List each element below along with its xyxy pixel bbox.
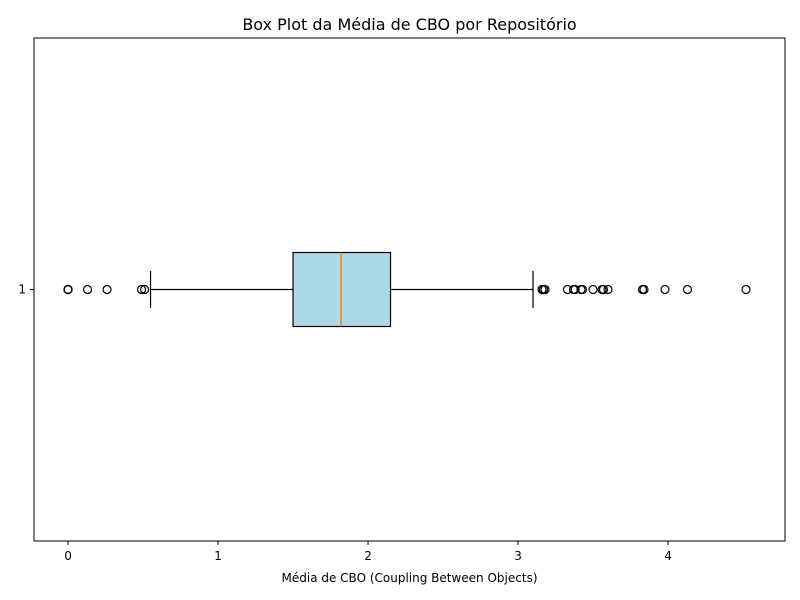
box-plot-group bbox=[63, 251, 751, 328]
outlier-point bbox=[682, 284, 693, 295]
x-axis-label: Média de CBO (Coupling Between Objects) bbox=[282, 571, 538, 585]
outlier-point bbox=[598, 284, 609, 295]
outlier-point bbox=[102, 284, 112, 295]
x-tick-label: 4 bbox=[664, 549, 672, 563]
outlier-point bbox=[139, 284, 150, 295]
x-tick-label: 3 bbox=[514, 549, 522, 563]
outlier-point bbox=[639, 284, 649, 295]
outlier-point bbox=[603, 284, 613, 295]
y-tick-label: 1 bbox=[18, 283, 26, 297]
outlier-point bbox=[577, 284, 588, 295]
y-axis-ticks: 1 bbox=[18, 283, 34, 297]
outlier-point bbox=[82, 284, 93, 295]
outlier-point bbox=[741, 284, 751, 295]
outlier-point bbox=[136, 284, 147, 295]
x-axis-ticks: 0 1 2 3 4 bbox=[64, 541, 672, 563]
x-tick-label: 1 bbox=[214, 549, 222, 563]
x-tick-label: 0 bbox=[64, 549, 72, 563]
outlier-point bbox=[540, 284, 550, 295]
x-tick-label: 2 bbox=[364, 549, 372, 563]
outlier-point bbox=[63, 284, 73, 295]
chart-title: Box Plot da Média de CBO por Repositório bbox=[242, 15, 576, 34]
outlier-point bbox=[588, 284, 598, 295]
outlier-point bbox=[660, 284, 670, 295]
